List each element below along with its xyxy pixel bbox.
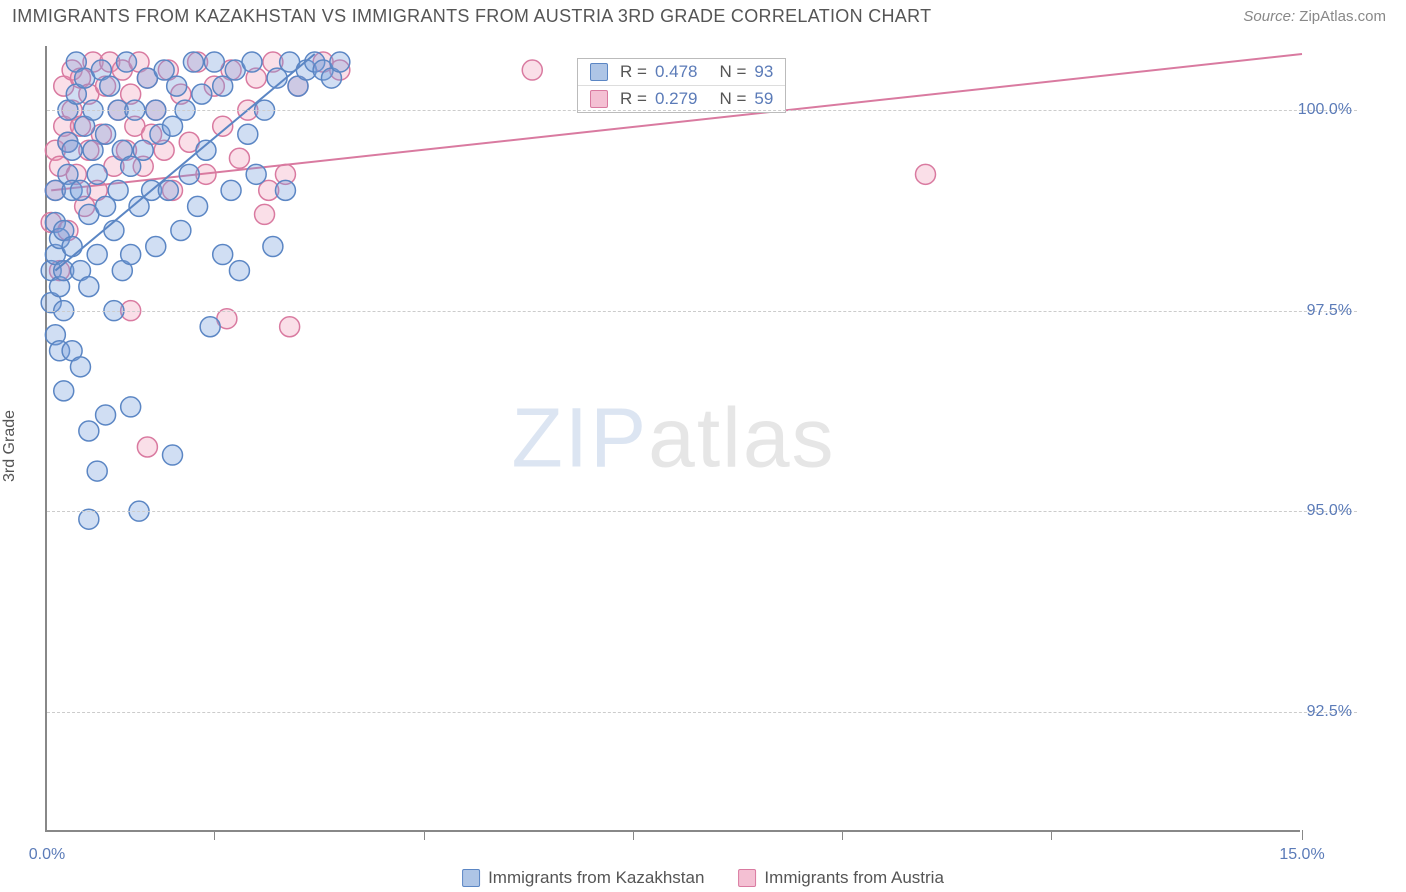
data-point <box>100 76 120 96</box>
stat-r-label: R = <box>620 89 647 109</box>
x-tick-label: 15.0% <box>1279 846 1324 864</box>
x-tick <box>424 830 425 840</box>
data-point <box>96 124 116 144</box>
data-point <box>70 180 90 200</box>
x-tick-label: 0.0% <box>29 846 65 864</box>
stat-row: R = 0.478 N = 93 <box>578 59 785 86</box>
gridline <box>47 311 1357 312</box>
data-point <box>275 180 295 200</box>
data-point <box>62 140 82 160</box>
y-tick-label: 97.5% <box>1292 302 1352 320</box>
legend-label: Immigrants from Kazakhstan <box>488 868 704 888</box>
data-point <box>229 261 249 281</box>
data-point <box>229 148 249 168</box>
gridline <box>47 511 1357 512</box>
data-point <box>171 220 191 240</box>
legend-swatch <box>590 90 608 108</box>
x-tick <box>1051 830 1052 840</box>
data-point <box>108 180 128 200</box>
plot-area: ZIPatlas R =0.478N =93R =0.279N =59 92.5… <box>45 46 1300 832</box>
data-point <box>146 237 166 257</box>
data-point <box>179 164 199 184</box>
y-tick-label: 100.0% <box>1292 101 1352 119</box>
chart-title: IMMIGRANTS FROM KAZAKHSTAN VS IMMIGRANTS… <box>12 6 931 27</box>
legend-item: Immigrants from Austria <box>738 868 944 888</box>
stat-r-value: 0.279 <box>655 89 698 109</box>
data-point <box>522 60 542 80</box>
data-point <box>96 405 116 425</box>
data-point <box>192 84 212 104</box>
gridline <box>47 110 1357 111</box>
source-attribution: Source: ZipAtlas.com <box>1243 8 1386 25</box>
data-point <box>62 237 82 257</box>
data-point <box>70 357 90 377</box>
stat-row: R = 0.279 N = 59 <box>578 86 785 112</box>
data-point <box>221 180 241 200</box>
data-point <box>79 277 99 297</box>
stat-r-label: R = <box>620 62 647 82</box>
data-point <box>116 52 136 72</box>
data-point <box>330 52 350 72</box>
legend-swatch <box>738 869 756 887</box>
y-tick-label: 95.0% <box>1292 502 1352 520</box>
data-point <box>204 52 224 72</box>
data-point <box>87 164 107 184</box>
data-point <box>916 164 936 184</box>
data-point <box>246 164 266 184</box>
data-point <box>87 245 107 265</box>
legend-swatch <box>590 63 608 81</box>
source-label: Source: <box>1243 8 1295 25</box>
data-point <box>280 317 300 337</box>
gridline <box>47 712 1357 713</box>
stat-n-value: 93 <box>754 62 773 82</box>
data-point <box>104 220 124 240</box>
chart-svg <box>47 46 1302 832</box>
stat-n-label: N = <box>719 89 746 109</box>
data-point <box>242 52 262 72</box>
data-point <box>238 124 258 144</box>
plot-wrapper: ZIPatlas R =0.478N =93R =0.279N =59 92.5… <box>45 46 1350 832</box>
legend-swatch <box>462 869 480 887</box>
y-tick-label: 92.5% <box>1292 703 1352 721</box>
data-point <box>167 76 187 96</box>
data-point <box>79 421 99 441</box>
data-point <box>163 445 183 465</box>
y-axis-label: 3rd Grade <box>1 410 19 482</box>
data-point <box>188 196 208 216</box>
data-point <box>255 204 275 224</box>
data-point <box>121 397 141 417</box>
legend-item: Immigrants from Kazakhstan <box>462 868 704 888</box>
data-point <box>183 52 203 72</box>
data-point <box>87 461 107 481</box>
data-point <box>263 237 283 257</box>
data-point <box>200 317 220 337</box>
data-point <box>54 381 74 401</box>
x-tick <box>633 830 634 840</box>
x-tick <box>214 830 215 840</box>
data-point <box>79 509 99 529</box>
data-point <box>133 140 153 160</box>
data-point <box>137 437 157 457</box>
correlation-stat-box: R = 0.478 N = 93 R = 0.279 N = 59 <box>577 58 786 113</box>
legend-label: Immigrants from Austria <box>764 868 944 888</box>
stat-n-label: N = <box>719 62 746 82</box>
data-point <box>213 245 233 265</box>
x-tick <box>1302 830 1303 840</box>
source-value: ZipAtlas.com <box>1299 8 1386 25</box>
bottom-legend: Immigrants from Kazakhstan Immigrants fro… <box>462 868 944 888</box>
data-point <box>121 245 141 265</box>
stat-r-value: 0.478 <box>655 62 698 82</box>
x-tick <box>842 830 843 840</box>
stat-n-value: 59 <box>754 89 773 109</box>
